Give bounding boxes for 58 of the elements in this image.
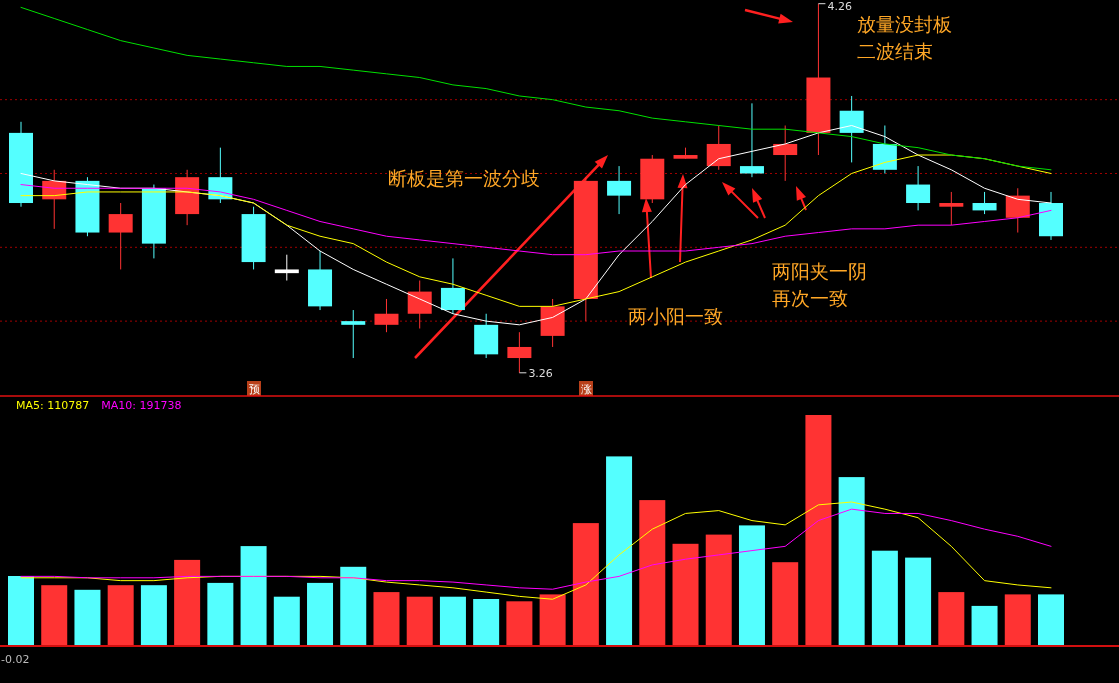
bar [1004, 594, 1031, 645]
candlestick [906, 165, 931, 211]
bar [140, 585, 167, 645]
annotation: 3.26 [528, 366, 553, 380]
bar [905, 557, 932, 645]
bar [107, 585, 134, 645]
candlestick [607, 165, 632, 215]
bar [340, 566, 367, 645]
bar [938, 592, 965, 645]
candlestick [839, 95, 864, 163]
text: MA5: 110787 [16, 399, 90, 412]
annotation: 断板是第一波分歧 [388, 167, 540, 189]
bar [74, 589, 101, 645]
candlestick [440, 257, 465, 315]
candlestick [773, 125, 798, 182]
bar [539, 594, 566, 645]
bar [738, 525, 765, 645]
candlestick [374, 298, 399, 333]
bar [41, 585, 68, 645]
bar [8, 576, 34, 645]
annotation: 两阳夹一阴再次一致 [772, 260, 867, 309]
candlestick [1005, 187, 1030, 234]
annotation: 4.26 [827, 0, 852, 13]
annotation: 两小阳一致 [628, 305, 723, 327]
text: 预 [248, 383, 260, 396]
bar [805, 415, 832, 645]
candlestick [108, 202, 133, 270]
bar [705, 534, 732, 645]
text: -0.02 [1, 653, 30, 666]
candlestick [739, 102, 764, 178]
bar [240, 546, 267, 645]
text: 涨 [580, 383, 592, 396]
bar [1038, 594, 1064, 645]
bar [207, 582, 234, 645]
bar [439, 596, 466, 645]
bar [838, 477, 865, 645]
bar [772, 562, 799, 645]
bar [971, 605, 998, 645]
candlestick [939, 191, 964, 226]
candlestick [706, 125, 731, 171]
candlestick [274, 254, 299, 282]
bar [473, 599, 500, 645]
bar [606, 456, 633, 645]
bar [871, 550, 898, 645]
annotation: 放量没封板二波结束 [857, 13, 952, 62]
candlestick [341, 309, 366, 359]
bar [406, 596, 433, 645]
candlestick [972, 191, 997, 215]
bar [672, 543, 699, 645]
bar [174, 559, 201, 645]
bar [307, 582, 334, 645]
bar [506, 601, 533, 645]
bar [273, 596, 300, 645]
bar [572, 523, 599, 645]
candlestick [407, 280, 432, 330]
bar [373, 592, 400, 645]
bar [639, 500, 666, 645]
text: MA10: 191738 [101, 399, 182, 412]
